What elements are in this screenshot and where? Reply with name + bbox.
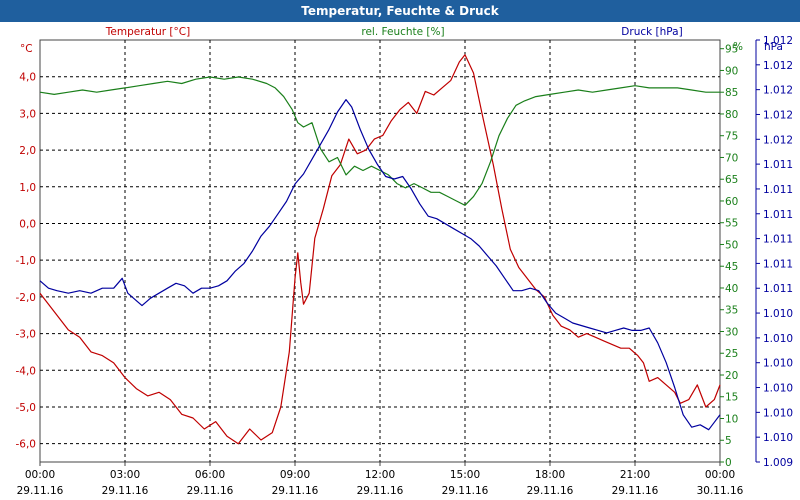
temperature-tick-label: -3,0 [16,329,37,341]
humidity-tick-label: 25 [725,348,738,360]
time-axis: 00:00 29.11.16 03:00 29.11.16 06:00 29.11.16 0… [17,462,744,497]
temperature-tick-label: -2,0 [16,292,37,304]
x-tick-time: 21:00 [620,469,650,481]
humidity-tick-label: 70 [725,152,738,164]
legend-humidity: rel. Feuchte [%] [361,26,444,38]
humidity-tick-label: 80 [725,109,738,121]
x-tick-time: 06:00 [195,469,225,481]
temperature-tick-label: -6,0 [16,439,37,451]
pressure-tick-label: 1.010 [763,407,793,419]
pressure-tick-label: 1.010 [763,358,793,370]
pressure-tick-label: 1.012 [763,109,793,121]
temperature-tick-label: 1,0 [19,182,36,194]
humidity-tick-label: 0 [725,457,732,469]
humidity-tick-label: 50 [725,239,738,251]
pressure-tick-label: 1.012 [763,85,793,97]
humidity-tick-label: 15 [725,392,738,404]
humidity-tick-label: 75 [725,131,738,143]
pressure-tick-label: 1.011 [763,283,793,295]
temperature-series-line [39,54,721,445]
temperature-tick-label: -1,0 [16,255,37,267]
grid-lines [40,40,720,462]
x-tick-time: 09:00 [280,469,310,481]
legend-pressure: Druck [hPa] [621,26,682,38]
humidity-series-line [39,76,720,206]
humidity-tick-label: 20 [725,370,738,382]
pressure-tick-label: 1.010 [763,383,793,395]
x-tick-time: 15:00 [450,469,480,481]
x-tick-time: 18:00 [535,469,565,481]
pressure-axis: 1.009 1.010 1.010 1.010 1.010 1.010 1.010 1.011… [755,35,793,469]
humidity-tick-label: 55 [725,218,738,230]
legend-temperature: Temperatur [°C] [105,26,190,38]
temperature-axis: -6,0 -5,0 -4,0 -3,0 -2,0 -1,0 0,0 1,0 2,0 3,0 4,0 [16,72,37,451]
humidity-tick-label: 60 [725,196,738,208]
x-tick-time: 00:00 [705,469,735,481]
series-lines [39,54,721,445]
temperature-tick-label: 0,0 [19,218,36,230]
temperature-unit-label: °C [20,43,33,55]
temperature-tick-label: 3,0 [19,108,36,120]
humidity-tick-label: 95 [725,44,738,56]
x-tick-date: 29.11.16 [102,485,149,497]
humidity-tick-label: 45 [725,261,738,273]
humidity-tick-label: 35 [725,305,738,317]
pressure-series-line [39,98,721,431]
chart-title: Temperatur, Feuchte & Druck [0,0,800,22]
humidity-tick-label: 85 [725,87,738,99]
temperature-tick-label: 2,0 [19,145,36,157]
temperature-tick-label: 4,0 [19,72,36,84]
humidity-tick-label: 10 [725,413,738,425]
x-tick-time: 00:00 [25,469,55,481]
humidity-tick-label: 30 [725,326,738,338]
pressure-tick-label: 1.012 [763,60,793,72]
humidity-tick-label: 5 [725,435,732,447]
humidity-unit-label: % [733,41,743,53]
humidity-tick-label: 40 [725,283,738,295]
pressure-tick-label: 1.011 [763,234,793,246]
humidity-tick-label: 90 [725,65,738,77]
pressure-tick-label: 1.011 [763,184,793,196]
temperature-tick-label: -4,0 [16,365,37,377]
pressure-tick-label: 1.012 [763,134,793,146]
x-tick-date: 29.11.16 [17,485,64,497]
pressure-tick-label: 1.012 [763,35,793,47]
x-tick-date: 29.11.16 [357,485,404,497]
pressure-tick-label: 1.010 [763,308,793,320]
x-tick-time: 03:00 [110,469,140,481]
pressure-tick-label: 1.009 [763,457,793,469]
pressure-tick-label: 1.011 [763,258,793,270]
pressure-tick-label: 1.011 [763,209,793,221]
humidity-tick-label: 65 [725,174,738,186]
x-tick-date: 30.11.16 [697,485,744,497]
pressure-tick-label: 1.010 [763,333,793,345]
x-tick-date: 29.11.16 [527,485,574,497]
pressure-tick-label: 1.010 [763,432,793,444]
temperature-tick-label: -5,0 [16,402,37,414]
x-tick-time: 12:00 [365,469,395,481]
humidity-axis: 0 5 10 15 20 25 30 35 40 45 50 55 60 65 70 75 80 85 90 95 [720,44,738,469]
pressure-tick-label: 1.011 [763,159,793,171]
x-tick-date: 29.11.16 [187,485,234,497]
x-tick-date: 29.11.16 [612,485,659,497]
x-tick-date: 29.11.16 [442,485,489,497]
pressure-unit-label: hPa [764,41,783,53]
x-tick-date: 29.11.16 [272,485,319,497]
